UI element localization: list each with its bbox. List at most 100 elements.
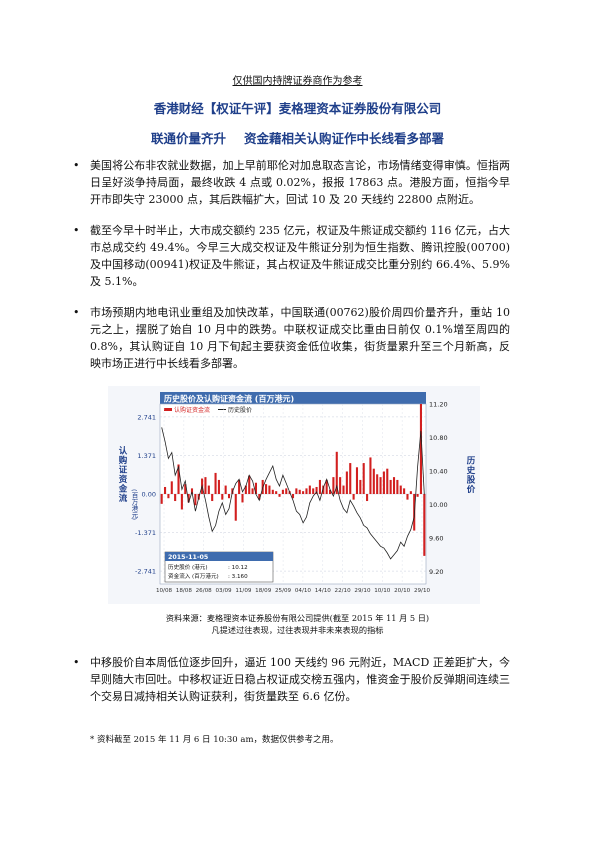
legend-flow: 认购证资金流	[174, 406, 210, 414]
x-tick-label: 26/08	[196, 588, 213, 594]
flow-bar	[349, 463, 352, 494]
flow-bar	[211, 494, 214, 502]
headline-right: 资金藉相关认购证作中长线看多部署	[244, 131, 445, 146]
flow-bar	[419, 404, 422, 494]
left-axis-label: 认购证资金流	[117, 445, 128, 503]
left-tick-label: 1.371	[137, 452, 156, 460]
flow-bar	[302, 491, 305, 494]
flow-bar	[278, 494, 281, 497]
flow-bar	[238, 479, 241, 494]
flow-bar	[187, 494, 190, 503]
source-line: 资料来源：麦格理资本证券股份有限公司提供(截至 2015 年 11 月 5 日)	[165, 613, 430, 623]
flow-bar	[406, 494, 409, 500]
flow-bar	[281, 489, 284, 494]
flow-bar	[167, 494, 170, 499]
flow-bar	[409, 491, 412, 494]
bullet-china-unicom: 市场预期内地电讯业重组及加快改革，中国联通(00762)股价周四价量齐升，重站 …	[73, 304, 510, 372]
flow-bar	[254, 482, 258, 494]
fund-flow-chart-svg: 历史股价及认购证资金流 (百万港元) 认购证资金流 历史股价 2.741 1.37…	[108, 386, 480, 604]
flow-bar	[194, 494, 197, 506]
flow-bar	[234, 494, 237, 521]
chart-source: 资料来源：麦格理资本证券股份有限公司提供(截至 2015 年 11 月 5 日)…	[0, 612, 595, 636]
chart-header-bar	[160, 392, 426, 404]
flow-bar	[160, 494, 163, 504]
right-tick-label: 9.20	[429, 568, 443, 576]
flow-bar	[291, 494, 295, 499]
flow-bar	[298, 489, 301, 494]
right-tick-label: 9.60	[429, 534, 443, 542]
left-axis-unit: (百万港元)	[130, 489, 138, 520]
flow-bar	[423, 494, 426, 556]
price-line	[161, 427, 425, 560]
chart-title: 历史股价及认购证资金流 (百万港元)	[164, 394, 294, 404]
right-tick-label: 11.20	[429, 401, 448, 409]
flow-bar	[372, 468, 375, 494]
flow-bar	[328, 489, 332, 494]
flow-bar	[322, 485, 325, 494]
bullet-turnover: 截至今早十时半止，大市成交额约 235 亿元，权证及牛熊证成交额约 116 亿元…	[73, 222, 510, 290]
flow-bar	[376, 474, 379, 494]
flow-bar	[180, 494, 183, 510]
right-tick-label: 10.40	[429, 467, 448, 475]
info-flow-label: 资金流入	[168, 572, 191, 580]
legend-swatch-flow	[164, 408, 172, 411]
flow-bar	[285, 488, 288, 494]
flow-bar	[184, 484, 187, 494]
x-tick-label: 18/08	[176, 588, 193, 594]
info-flow-unit: (百万港元)	[192, 572, 219, 580]
right-tick-label: 10.80	[429, 434, 448, 442]
flow-bar	[369, 457, 372, 494]
right-axis-label: 历史股价	[465, 456, 475, 494]
x-tick-label: 22/10	[335, 588, 352, 594]
bullet-china-mobile: 中移股价自本周低位逐步回升，逼近 100 天线约 96 元附近，MACD 正差距…	[73, 654, 510, 705]
x-tick-label: 18/09	[255, 588, 272, 594]
flow-bar	[164, 486, 167, 494]
flow-bar	[204, 477, 207, 494]
flow-bar	[174, 494, 177, 502]
flow-bar	[258, 494, 261, 500]
flow-bar	[342, 485, 345, 494]
chart: 历史股价及认购证资金流 (百万港元) 认购证资金流 历史股价 2.741 1.37…	[108, 386, 480, 604]
flow-bar	[339, 477, 342, 494]
x-tick-label: 04/10	[295, 588, 312, 594]
flow-bar	[308, 485, 311, 494]
flow-bar	[217, 479, 220, 494]
flow-bar	[268, 485, 271, 494]
info-flow-value: : 3.160	[228, 574, 248, 580]
flow-bar	[382, 471, 385, 494]
flow-bar	[366, 494, 369, 502]
flow-bar	[392, 477, 396, 494]
flow-bar	[248, 475, 251, 494]
flow-bar	[224, 485, 227, 494]
info-price-label: 历史股价	[168, 563, 191, 571]
headline: 联通价量齐升 资金藉相关认购证作中长线看多部署	[0, 128, 595, 147]
flow-bar	[396, 479, 399, 494]
flow-bar	[251, 488, 254, 494]
flow-bar	[244, 485, 247, 494]
flow-bar	[362, 463, 365, 494]
flow-bar	[386, 468, 389, 494]
flow-bar	[403, 488, 406, 494]
flow-bar	[305, 488, 308, 494]
flow-bar	[315, 486, 318, 494]
left-tick-label: -1.371	[135, 529, 156, 537]
flow-bar	[379, 477, 382, 494]
distribution-notice: 仅供国内持牌证券商作为参考	[232, 76, 363, 87]
flow-bar	[318, 479, 321, 494]
flow-bar	[170, 481, 173, 494]
x-tick-label: 11/09	[235, 588, 252, 594]
flow-bar	[227, 494, 231, 499]
flow-bar	[416, 494, 419, 497]
x-tick-label: 29/10	[354, 588, 371, 594]
chart-info-box: 2015-11-05 历史股价 (港元) : 10.12 资金流入 (百万港元)…	[164, 551, 274, 583]
info-box-header	[165, 552, 273, 561]
bullet-market-sentiment: 美国将公布非农就业数据，加上早前耶伦对加息取态言论，市场情绪变得审慎。恒指两日呈…	[73, 157, 510, 208]
flow-bar	[345, 471, 348, 494]
flow-bar	[312, 488, 315, 494]
flow-bar	[241, 494, 244, 503]
flow-bar	[214, 472, 217, 494]
info-price-value: : 10.12	[228, 565, 248, 571]
flow-bar	[389, 479, 392, 494]
info-date: 2015-11-05	[168, 554, 208, 561]
flow-bar	[207, 485, 210, 494]
